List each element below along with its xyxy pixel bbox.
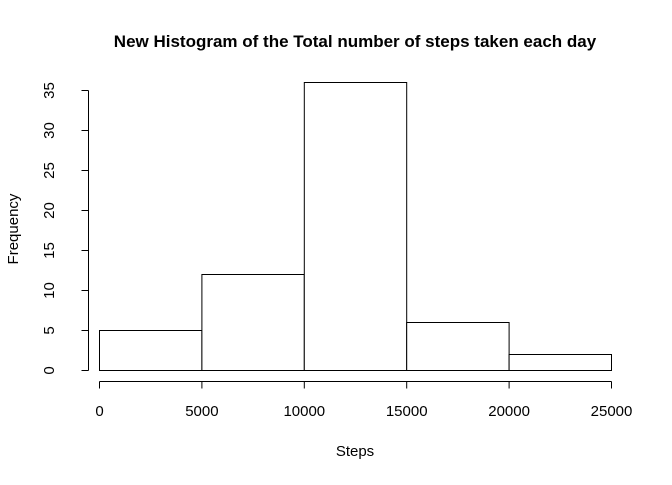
y-tick-label-1: 5 bbox=[41, 326, 58, 334]
histogram-bar-1 bbox=[201, 274, 305, 371]
chart-title: New Histogram of the Total number of ste… bbox=[114, 32, 597, 51]
x-axis: 0 5000 10000 15000 20000 25000 bbox=[95, 381, 633, 420]
y-tick-label-5: 25 bbox=[41, 162, 58, 179]
y-tick-label-6: 30 bbox=[41, 122, 58, 139]
y-tick-label-2: 10 bbox=[41, 282, 58, 299]
y-tick-label-4: 20 bbox=[41, 202, 58, 219]
x-tick-label-4: 20000 bbox=[488, 403, 530, 420]
y-tick-label-3: 15 bbox=[41, 242, 58, 259]
x-tick-label-0: 0 bbox=[95, 403, 103, 420]
x-tick-label-1: 5000 bbox=[185, 403, 218, 420]
x-tick-label-3: 15000 bbox=[386, 403, 428, 420]
bars-group bbox=[99, 82, 613, 371]
y-tick-label-0: 0 bbox=[41, 366, 58, 374]
histogram-bar-0 bbox=[99, 330, 203, 371]
histogram-bar-4 bbox=[508, 354, 613, 371]
x-tick-label-2: 10000 bbox=[283, 403, 325, 420]
y-axis: 0 5 10 15 20 25 30 35 bbox=[41, 82, 89, 375]
x-axis-label: Steps bbox=[336, 443, 374, 460]
y-tick-label-7: 35 bbox=[41, 82, 58, 99]
histogram-bar-3 bbox=[406, 322, 510, 371]
x-tick-label-5: 25000 bbox=[591, 403, 633, 420]
histogram-bar-2 bbox=[303, 82, 408, 371]
y-axis-label: Frequency bbox=[5, 193, 22, 264]
